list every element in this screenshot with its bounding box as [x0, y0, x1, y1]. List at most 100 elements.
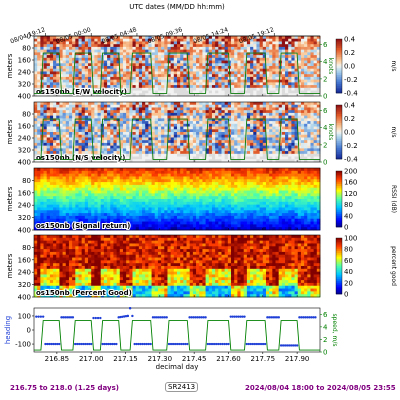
heatmap-cell [132, 132, 137, 136]
heatmap-cell [189, 104, 194, 108]
heatmap-cell [218, 68, 222, 72]
heatmap-cell [37, 115, 41, 119]
heatmap-cell [316, 102, 321, 106]
heatmap-cell [316, 129, 321, 133]
heatmap-cell [177, 49, 181, 53]
heatmap-cell [43, 123, 48, 127]
heatmap-cell [75, 52, 79, 56]
heatmap-cell [304, 121, 308, 125]
heatmap-cell [218, 115, 222, 119]
heatmap-cell [59, 184, 63, 189]
heatmap-cell [202, 63, 206, 67]
heatmap-cell [94, 121, 98, 125]
heatmap-cell [94, 145, 98, 149]
heatmap-cell [294, 79, 299, 83]
heatmap-cell [142, 199, 146, 203]
colorbar-segment [336, 128, 342, 131]
heatmap-cell [97, 190, 102, 194]
heatmap-cell [40, 115, 44, 119]
heatmap-cell [265, 137, 270, 141]
heatmap-cell [100, 63, 105, 67]
heatmap-cell [107, 110, 111, 114]
heatmap-cell [100, 68, 105, 72]
heatmap-cell [300, 159, 305, 163]
heatmap-cell [167, 49, 172, 53]
heatmap-cell [132, 36, 137, 40]
heatmap-cell [265, 112, 270, 117]
heatmap-cell [142, 85, 146, 89]
heatmap-cell [46, 90, 51, 94]
heatmap-cell [275, 115, 280, 119]
heatmap-cell [84, 173, 89, 177]
heatmap-cell [275, 41, 280, 45]
heatmap-cell [281, 38, 286, 42]
heatmap-cell [62, 82, 67, 86]
heatmap-cell [189, 82, 194, 86]
heatmap-cell [285, 38, 289, 42]
heatmap-cell [110, 46, 114, 51]
heatmap-cell [256, 63, 261, 67]
heatmap-cell [65, 123, 70, 127]
heatmap-cell [161, 57, 165, 61]
heatmap-cell [256, 79, 261, 83]
heatmap-cell [56, 187, 60, 191]
heatmap-cell [142, 156, 146, 160]
heatmap-cell [107, 102, 111, 106]
heatmap-cell [68, 38, 73, 42]
heatmap-cell [46, 71, 51, 75]
heatmap-cell [180, 38, 184, 42]
heatmap-cell [91, 137, 95, 141]
heatmap-cell [37, 52, 41, 56]
heatmap-cell [215, 44, 219, 48]
heatmap-cell [94, 179, 98, 183]
heatmap-cell [278, 52, 283, 56]
heatmap-cell [132, 201, 137, 206]
colorbar-segment [336, 71, 342, 74]
heatmap-cell [97, 57, 102, 61]
heatmap-cell [94, 182, 98, 186]
heatmap-cell [91, 118, 95, 122]
heatmap-cell [65, 199, 70, 203]
heatmap-cell [49, 153, 54, 157]
heatmap-cell [224, 107, 229, 111]
heatmap-cell [110, 207, 114, 211]
heatmap-cell [218, 63, 222, 67]
heatmap-cell [107, 184, 111, 189]
heatmap-cell [135, 168, 140, 172]
heatmap-cell [46, 227, 51, 231]
heatmap-cell [262, 118, 267, 122]
heatmap-cell [91, 184, 95, 189]
heatmap-cell [272, 129, 276, 133]
heatmap-cell [154, 168, 159, 172]
heatmap-cell [59, 46, 63, 51]
heatmap-cell [53, 215, 57, 220]
heatmap-cell [94, 71, 98, 75]
heatmap-cell [154, 60, 159, 64]
heatmap-cell [275, 87, 280, 91]
heatmap-cell [65, 156, 70, 160]
heatmap-cell [205, 44, 210, 48]
heatmap-cell [126, 227, 130, 231]
heatmap-cell [53, 36, 57, 40]
heatmap-cell [78, 46, 83, 51]
heatmap-cell [288, 44, 292, 48]
heatmap-cell [97, 63, 102, 67]
heatmap-cell [142, 110, 146, 114]
heatmap-cell [113, 190, 118, 194]
heatmap-cell [40, 227, 44, 231]
heatmap-cell [107, 173, 111, 177]
heatmap-cell [49, 148, 54, 152]
heatmap-cell [94, 176, 98, 180]
heatmap-cell [59, 126, 63, 130]
heatmap-cell [62, 179, 67, 183]
heatmap-cell [221, 121, 226, 125]
heatmap-cell [221, 90, 226, 94]
heatmap-cell [246, 68, 251, 72]
heatmap-cell [84, 63, 89, 67]
heatmap-cell [132, 148, 137, 152]
heatmap-cell [110, 107, 114, 111]
heatmap-cell [211, 148, 216, 152]
heatmap-cell [177, 76, 181, 81]
heatmap-cell [151, 151, 156, 155]
heatmap-cell [170, 123, 175, 127]
